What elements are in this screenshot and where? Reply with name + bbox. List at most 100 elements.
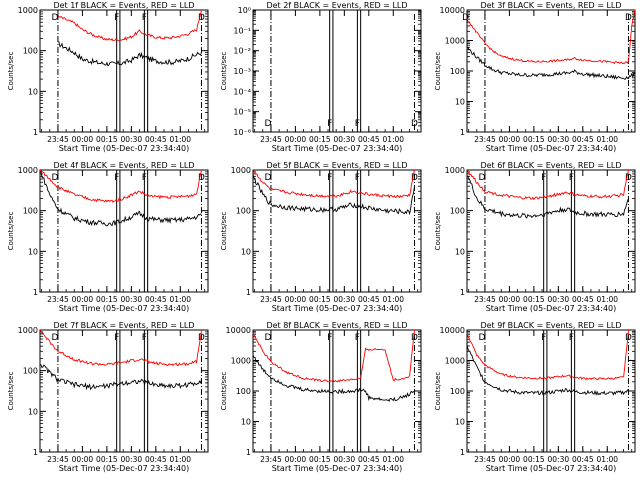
y-tick-label: 10⁻⁵ [233, 108, 251, 117]
y-axis-label: Counts/sec [220, 372, 228, 411]
y-tick-label: 1000 [445, 357, 465, 366]
y-tick-label: 10 [241, 247, 251, 256]
x-tick-label: 00:15 [523, 135, 545, 144]
y-tick-label: 10 [28, 87, 38, 96]
y-tick-label: 10000 [440, 326, 465, 335]
y-axis-label: Counts/sec [434, 372, 442, 411]
panel-det-8: Det 8f BLACK = Events, RED = LLD 1 10 100 10… [220, 321, 422, 473]
y-axis-label: Counts/sec [7, 372, 15, 411]
x-tick-label: 01:00 [596, 135, 618, 144]
lld-series-line [466, 9, 636, 65]
state-letter: D [462, 13, 469, 23]
x-tick-label: 01:00 [169, 295, 191, 304]
x-tick-label: 00:00 [499, 455, 521, 464]
state-letter: F [355, 119, 360, 129]
panel-det-9: Det 9f BLACK = Events, RED = LLD 1 10 100 10… [434, 321, 636, 473]
y-tick-label: 1 [33, 448, 38, 457]
plot-frame [466, 9, 636, 133]
y-tick-label: 10 [241, 418, 251, 427]
state-letter: D [625, 13, 632, 23]
panel-title: Det 1f BLACK = Events, RED = LLD [53, 1, 194, 10]
y-tick-label: 10⁻³ [233, 67, 251, 76]
x-tick-label: 00:45 [572, 455, 594, 464]
y-tick-label: 10000 [226, 326, 251, 335]
lld-series-line [466, 329, 629, 381]
state-letter: D [411, 173, 418, 183]
state-letter: D [198, 173, 205, 183]
x-tick-label: 00:45 [145, 455, 167, 464]
y-tick-label: 1 [460, 128, 465, 137]
state-letter: D [264, 173, 271, 183]
x-tick-label: 23:45 [47, 295, 69, 304]
x-tick-label: 00:00 [72, 455, 94, 464]
y-tick-label: 10⁻¹ [233, 26, 251, 35]
y-tick-label: 1000 [18, 6, 38, 15]
x-tick-label: 23:45 [474, 455, 496, 464]
panel-title: Det 8f BLACK = Events, RED = LLD [266, 321, 407, 330]
events-series-line [466, 344, 629, 396]
x-tick-label: 00:15 [523, 295, 545, 304]
state-letter: F [114, 173, 119, 183]
state-letter: D [478, 173, 485, 183]
y-tick-label: 100 [450, 207, 465, 216]
x-tick-label: 23:45 [260, 455, 282, 464]
lld-series-line [252, 329, 415, 383]
y-tick-label: 1 [460, 288, 465, 297]
state-letter: F [355, 173, 360, 183]
x-tick-label: 01:00 [169, 135, 191, 144]
state-letter: F [355, 333, 360, 343]
state-letter: F [569, 173, 574, 183]
plot-frame [252, 329, 422, 453]
x-tick-label: 00:30 [334, 455, 356, 464]
plot-frame [39, 329, 209, 453]
x-tick-label: 01:00 [596, 295, 618, 304]
y-tick-label: 10000 [440, 6, 465, 15]
y-tick-label: 100 [236, 387, 251, 396]
y-tick-label: 10⁰ [238, 6, 251, 15]
y-axis-label: Counts/sec [220, 212, 228, 251]
x-axis-label: Start Time (05-Dec-07 23:34:40) [59, 144, 190, 153]
x-tick-label: 23:45 [47, 135, 69, 144]
state-letter: F [142, 173, 147, 183]
y-axis-label: Counts/sec [220, 52, 228, 91]
y-tick-label: 1000 [18, 166, 38, 175]
panel-det-6: Det 6f BLACK = Events, RED = LLD 1 10 100 10… [434, 161, 636, 313]
panel-title: Det 3f BLACK = Events, RED = LLD [480, 1, 621, 10]
y-tick-label: 10 [455, 247, 465, 256]
x-tick-label: 01:00 [382, 295, 404, 304]
x-tick-label: 00:00 [285, 135, 307, 144]
x-tick-label: 00:30 [121, 135, 143, 144]
x-axis-label: Start Time (05-Dec-07 23:34:40) [272, 464, 403, 473]
x-tick-label: 23:45 [47, 455, 69, 464]
x-tick-label: 00:30 [334, 135, 356, 144]
state-letter: F [142, 333, 147, 343]
y-axis-label: Counts/sec [7, 52, 15, 91]
state-letter: F [327, 119, 332, 129]
x-tick-label: 01:00 [382, 455, 404, 464]
panel-det-7: Det 7f BLACK = Events, RED = LLD 1 10 100 10… [7, 321, 209, 473]
state-letter: F [327, 333, 332, 343]
y-tick-label: 10⁻² [233, 47, 251, 56]
x-tick-label: 01:00 [169, 455, 191, 464]
y-axis-label: Counts/sec [434, 52, 442, 91]
plot-frame [466, 169, 636, 293]
lld-series-line [39, 169, 202, 203]
x-axis-label: Start Time (05-Dec-07 23:34:40) [59, 464, 190, 473]
x-tick-label: 00:45 [572, 135, 594, 144]
y-tick-label: 1 [246, 448, 251, 457]
y-tick-label: 10 [28, 247, 38, 256]
state-letter: F [569, 333, 574, 343]
x-tick-label: 00:00 [72, 135, 94, 144]
events-series-line [39, 364, 202, 391]
y-tick-label: 100 [450, 387, 465, 396]
state-letter: F [541, 333, 546, 343]
x-tick-label: 00:15 [309, 455, 331, 464]
events-series-line [466, 46, 636, 80]
x-tick-label: 00:45 [572, 295, 594, 304]
y-tick-label: 1000 [445, 37, 465, 46]
x-tick-label: 00:30 [548, 295, 570, 304]
events-series-line [252, 354, 415, 402]
state-letter: F [327, 173, 332, 183]
x-tick-label: 00:30 [121, 455, 143, 464]
